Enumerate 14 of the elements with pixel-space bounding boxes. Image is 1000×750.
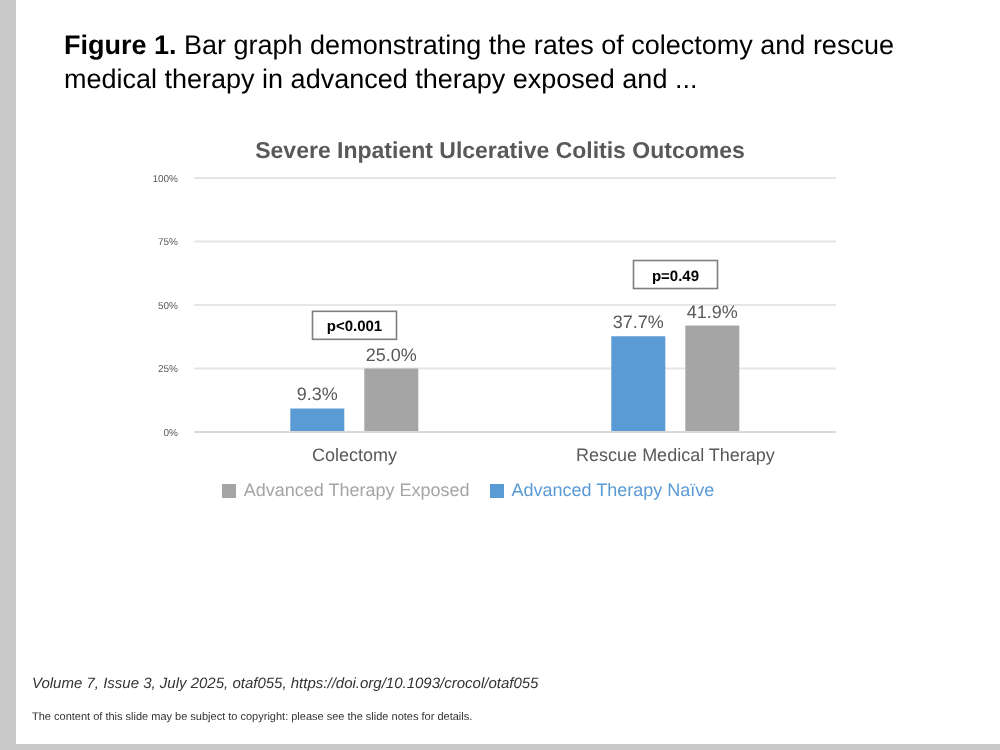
data-label: 37.7% [612, 312, 664, 333]
data-label: 9.3% [296, 384, 338, 405]
bar [611, 336, 666, 432]
x-tick-label: Rescue Medical Therapy [576, 444, 776, 465]
data-label: 25.0% [365, 344, 417, 365]
bar [364, 368, 419, 432]
x-tick-label: Colectomy [311, 444, 399, 465]
chart-title: Figure 1. Bar graph demonstrating the rates of colectomy and rescue medical therapy in advanced therapy exposed and ... [64, 28, 896, 96]
chart-subtitle: Severe Inpatient Ulcerative Colitis Outcomes [253, 140, 747, 164]
legend-label: Advanced Therapy Naïve [511, 480, 715, 500]
bar [685, 325, 740, 432]
data-label: 41.9% [686, 301, 738, 322]
bar [290, 408, 345, 432]
legend-label: Advanced Therapy Exposed [243, 480, 470, 500]
